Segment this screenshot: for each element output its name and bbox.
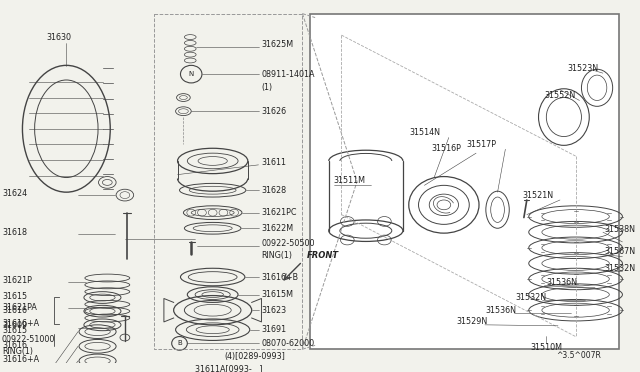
Text: 31616+B: 31616+B [262, 273, 299, 282]
Text: 31628: 31628 [262, 186, 287, 195]
Text: 31523N: 31523N [568, 64, 599, 73]
Text: 31567N: 31567N [605, 247, 636, 256]
Text: B: B [177, 340, 182, 346]
Text: 31616: 31616 [2, 306, 27, 315]
Text: 31538N: 31538N [605, 225, 636, 234]
Text: 31624: 31624 [2, 189, 27, 198]
Text: (1): (1) [262, 83, 273, 92]
Text: 31630: 31630 [46, 33, 71, 42]
Text: 31516P: 31516P [431, 144, 461, 153]
Text: 31615M: 31615M [262, 290, 294, 299]
Bar [310, 14, 618, 349]
Text: 00922-50500: 00922-50500 [262, 239, 315, 248]
Text: 31621P: 31621P [2, 276, 32, 285]
Text: 31616+A: 31616+A [2, 319, 39, 328]
Text: 31532N: 31532N [605, 264, 636, 273]
Text: FRONT: FRONT [307, 251, 339, 260]
Text: 00922-51000: 00922-51000 [2, 335, 55, 344]
Text: 31616: 31616 [2, 341, 27, 350]
Text: 31621PC: 31621PC [262, 208, 297, 217]
Text: RING(1): RING(1) [2, 347, 33, 356]
Text: 31514N: 31514N [410, 128, 441, 137]
Text: RING(1): RING(1) [262, 251, 292, 260]
Text: 31615: 31615 [2, 292, 27, 301]
Text: 31517P: 31517P [467, 140, 497, 149]
Text: 31618: 31618 [2, 228, 27, 237]
Text: 31611A[0993-   ]: 31611A[0993- ] [195, 364, 262, 372]
Text: 31615: 31615 [2, 326, 27, 335]
Text: 31552N: 31552N [545, 91, 575, 100]
Text: 31626: 31626 [262, 107, 287, 116]
Text: 31536N: 31536N [547, 278, 577, 288]
Text: 31532N: 31532N [515, 293, 546, 302]
Text: 31511M: 31511M [333, 176, 365, 185]
Text: 31616+A: 31616+A [2, 356, 39, 365]
Text: 08911-1401A: 08911-1401A [262, 70, 315, 78]
Text: (4)[0289-0993]: (4)[0289-0993] [225, 352, 285, 360]
Text: 31625M: 31625M [262, 41, 294, 49]
Text: ^3.5^007R: ^3.5^007R [556, 350, 601, 360]
Text: 31536N: 31536N [486, 306, 517, 315]
Text: 08070-62000: 08070-62000 [262, 339, 315, 348]
Text: 31691: 31691 [262, 325, 287, 334]
Text: N: N [189, 71, 194, 77]
Text: 31623: 31623 [262, 306, 287, 315]
Text: 31621PA: 31621PA [2, 303, 37, 312]
Text: 31510M: 31510M [531, 343, 563, 352]
Text: 31622M: 31622M [262, 224, 294, 233]
Text: 31529N: 31529N [456, 317, 488, 326]
Text: 31521N: 31521N [523, 190, 554, 200]
Text: 31609: 31609 [2, 321, 27, 330]
Text: 31611: 31611 [262, 158, 287, 167]
